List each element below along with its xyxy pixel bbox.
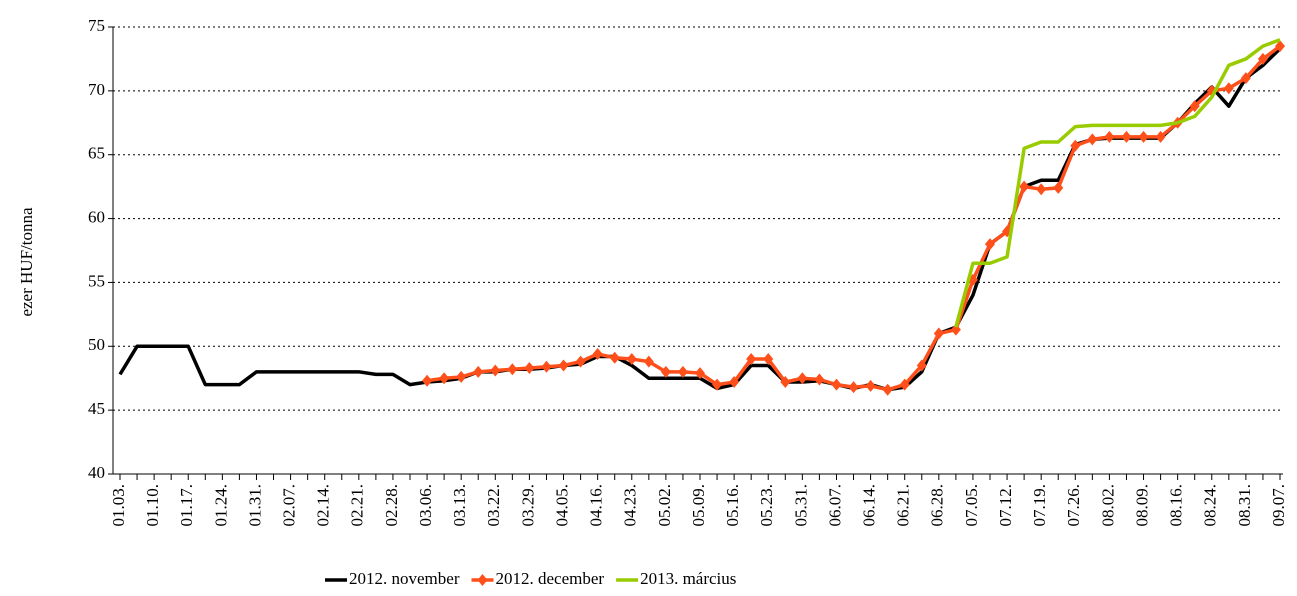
x-tick-label: 05.09.: [689, 484, 708, 527]
marker: [797, 372, 808, 385]
x-tick-label: 07.26.: [1064, 484, 1083, 527]
x-tick-label: 06.28.: [928, 484, 947, 527]
y-tick-label: 55: [88, 271, 105, 290]
x-tick-label: 05.31.: [791, 484, 810, 527]
series-line: [118, 47, 1282, 392]
y-tick-label: 50: [88, 335, 105, 354]
x-tick-label: 06.07.: [825, 484, 844, 527]
x-tick-label: 08.02.: [1098, 484, 1117, 527]
x-tick-label: 02.28.: [382, 484, 401, 527]
marker: [1155, 130, 1166, 143]
x-tick-label: 02.14.: [314, 484, 333, 527]
marker: [507, 363, 518, 376]
series-line: [426, 44, 1282, 392]
marker: [746, 353, 757, 366]
marker: [985, 238, 995, 251]
marker: [524, 361, 535, 374]
x-tick-label: 01.31.: [245, 484, 264, 527]
marker: [933, 327, 944, 340]
marker: [1019, 180, 1030, 193]
marker: [729, 376, 740, 389]
marker: [695, 367, 705, 380]
x-tick-label: 08.09.: [1132, 484, 1151, 527]
x-tick-label: 01.03.: [109, 484, 128, 527]
y-tick-label: 40: [88, 463, 105, 482]
x-tick-label: 03.13.: [450, 484, 469, 527]
x-tick-label: 01.24.: [211, 484, 230, 527]
marker: [712, 378, 723, 391]
x-tick-label: 03.22.: [484, 484, 503, 527]
x-tick-label: 04.23.: [621, 484, 640, 527]
marker: [575, 355, 586, 368]
marker: [763, 353, 774, 366]
marker: [1240, 72, 1251, 85]
x-tick-label: 09.07.: [1269, 484, 1288, 527]
marker: [439, 372, 450, 385]
marker: [1189, 100, 1200, 113]
marker: [1138, 130, 1149, 143]
marker: [592, 347, 603, 360]
x-tick-label: 07.12.: [996, 484, 1015, 527]
legend-label: 2012. november: [349, 569, 460, 588]
marker: [916, 359, 927, 372]
marker: [422, 374, 433, 387]
x-tick-label: 02.21.: [348, 484, 367, 527]
marker: [643, 355, 654, 368]
marker: [609, 351, 620, 364]
x-tick-label: 06.21.: [894, 484, 913, 527]
x-tick-label: 05.16.: [723, 484, 742, 527]
marker: [865, 379, 876, 392]
x-tick-label: 07.19.: [1030, 484, 1049, 527]
marker: [490, 364, 501, 377]
x-tick-label: 05.02.: [655, 484, 674, 527]
legend-label: 2013. március: [640, 569, 736, 588]
x-tick-label: 07.05.: [962, 484, 981, 527]
marker: [677, 365, 688, 378]
x-tick-label: 03.29.: [518, 484, 537, 527]
y-tick-label: 60: [88, 207, 105, 226]
marker: [1275, 40, 1285, 53]
marker: [882, 383, 893, 396]
x-tick-label: 08.31.: [1235, 484, 1254, 527]
x-tick-label: 01.17.: [177, 484, 196, 527]
marker: [1036, 183, 1047, 196]
marker: [780, 376, 791, 389]
marker: [1087, 133, 1098, 146]
marker: [1121, 130, 1132, 143]
marker: [473, 365, 484, 378]
marker: [950, 323, 961, 336]
marker: [541, 360, 552, 373]
x-tick-label: 05.23.: [757, 484, 776, 527]
marker: [660, 365, 671, 378]
marker: [1053, 181, 1064, 194]
marker: [558, 359, 569, 372]
legend-marker: [477, 574, 488, 586]
marker: [831, 378, 842, 391]
x-tick-label: 06.14.: [859, 484, 878, 527]
marker: [626, 353, 637, 366]
marker: [456, 370, 467, 383]
marker: [1104, 130, 1115, 143]
x-tick-label: 01.10.: [143, 484, 162, 527]
x-tick-label: 04.16.: [587, 484, 606, 527]
marker: [1257, 52, 1268, 65]
marker: [1223, 82, 1234, 95]
y-axis-label: ezer HUF/tonna: [17, 207, 36, 317]
marker: [1070, 139, 1081, 152]
legend-label: 2012. december: [495, 569, 604, 588]
x-tick-label: 03.06.: [416, 484, 435, 527]
marker: [814, 373, 825, 386]
x-tick-label: 02.07.: [279, 484, 298, 527]
x-tick-label: 08.16.: [1167, 484, 1186, 527]
y-tick-label: 65: [88, 144, 105, 163]
marker: [848, 381, 859, 394]
y-tick-label: 75: [88, 16, 105, 35]
x-tick-label: 08.24.: [1201, 484, 1220, 527]
y-tick-label: 45: [88, 399, 105, 418]
x-tick-label: 04.05.: [552, 484, 571, 527]
series-line: [954, 38, 1281, 328]
marker: [899, 378, 910, 391]
y-tick-label: 70: [88, 80, 105, 99]
